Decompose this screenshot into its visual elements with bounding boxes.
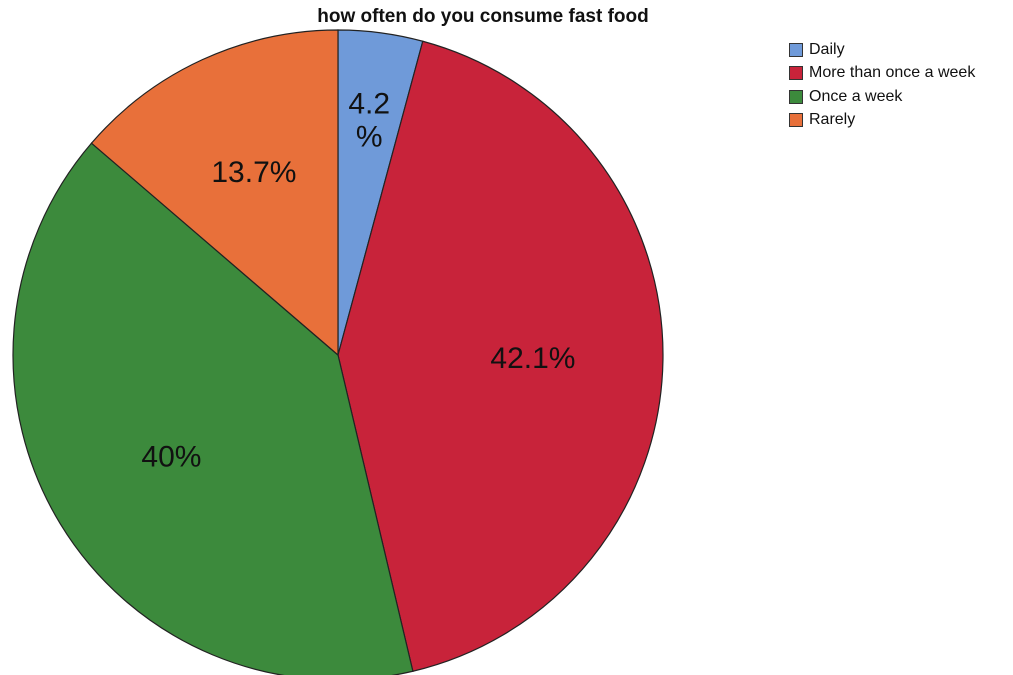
legend-label: Once a week [809,87,903,105]
legend-item-daily: Daily [789,38,975,62]
legend-swatch-more-than-once-a-week [789,66,803,81]
legend-label: More than once a week [809,64,976,82]
legend-swatch-daily [789,42,803,57]
pie-slices [12,29,664,675]
legend-label: Rarely [809,111,856,129]
slice-label-more-than-once-a-week: 42.1% [490,342,575,375]
legend-item-rarely: Rarely [789,109,975,133]
pie-slice-rarely [90,29,339,357]
chart-title: how often do you consume fast food [317,6,649,27]
legend-item-more-than-once-a-week: More than once a week [789,62,975,86]
legend: Daily More than once a week Once a week Rar… [789,38,975,132]
legend-item-once-a-week: Once a week [789,85,975,109]
slice-label-rarely: 13.7% [211,156,296,189]
legend-label: Daily [809,40,845,58]
legend-swatch-rarely [789,113,803,128]
slice-label-once-a-week: 40% [141,440,201,473]
slice-label-daily: 4.2% [348,87,390,153]
legend-swatch-once-a-week [789,89,803,104]
slice-labels: 4.2 % 42.1% 40% 13.7% [141,87,575,473]
pie-slice-more-than-once-a-week [337,40,664,672]
pie-slice-once-a-week [12,142,414,675]
